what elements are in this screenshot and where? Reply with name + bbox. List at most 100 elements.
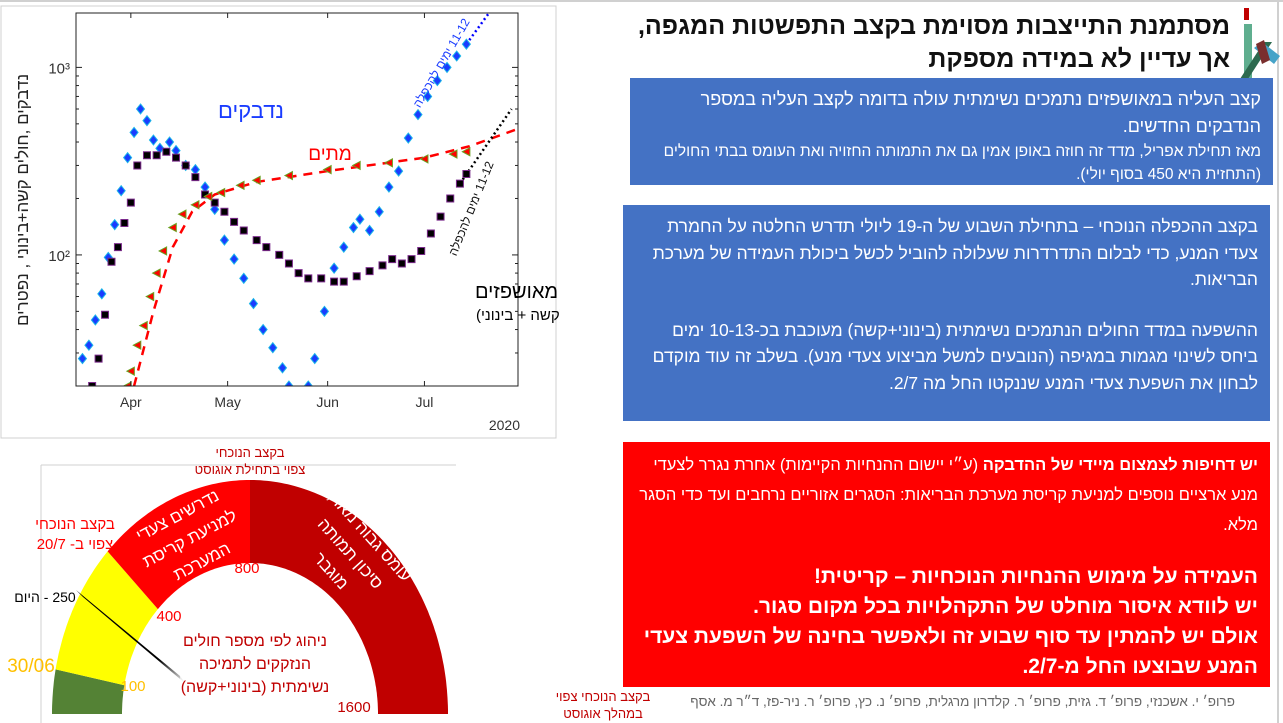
data-point-hospitalized <box>455 179 464 188</box>
data-point-hospitalized <box>220 207 229 216</box>
data-point-hospitalized <box>378 261 387 270</box>
data-point-hospitalized <box>304 274 313 283</box>
series-label-infected: נדבקים <box>218 98 284 123</box>
y-tick-label: 10² <box>48 248 70 265</box>
data-point-infected <box>164 136 175 148</box>
infected-doubling-annotation: 11-12 ימים להכפלה <box>410 16 473 110</box>
box2-para2: ההשפעה במדד החולים הנתמכים נשימתית (בינו… <box>652 319 1258 393</box>
fit-line-0 <box>132 127 518 386</box>
data-point-infected <box>210 203 220 216</box>
data-point-deaths <box>190 199 200 210</box>
data-point-deaths <box>322 164 332 175</box>
data-point-deaths <box>448 149 458 159</box>
authors-footer: פרופ׳ י. אשכנזי, פרופ׳ ד. גזית, פרופ׳ ר.… <box>690 694 1235 709</box>
data-point-infected <box>116 184 126 197</box>
plot-area <box>75 12 519 387</box>
data-point-hospitalized <box>339 277 348 286</box>
data-point-hospitalized <box>262 243 271 252</box>
data-point-infected <box>348 221 359 234</box>
data-point-deaths <box>145 291 155 302</box>
data-point-hospitalized <box>365 267 374 276</box>
data-point-hospitalized <box>417 246 426 255</box>
center-text-line2: הנזקקים לתמיכה <box>198 656 312 673</box>
data-point-hospitalized <box>426 229 435 238</box>
marker-1600-line1: בקצב הנוכחי צפוי <box>555 689 651 704</box>
data-point-deaths <box>132 340 142 351</box>
date-label: 30/06 <box>7 656 55 677</box>
data-point-infected <box>135 103 146 115</box>
series-label-deaths: מתים <box>308 144 352 165</box>
data-point-hospitalized <box>275 250 284 259</box>
data-point-hospitalized <box>230 217 239 226</box>
data-point-hospitalized <box>113 243 122 252</box>
data-point-deaths <box>122 381 132 386</box>
gauge-segment-2 <box>107 480 250 610</box>
data-point-hospitalized <box>152 151 161 160</box>
data-point-hospitalized <box>388 255 397 264</box>
data-point-deaths <box>351 160 361 171</box>
data-point-infected <box>339 241 349 253</box>
chart-frame <box>0 5 557 439</box>
gauge-center-text: ניהוג לפי מספר חולים הנזקקים לתמיכה נשימ… <box>180 630 330 699</box>
needle-today-label: 250 - היום <box>14 589 76 605</box>
tick-800: 800 <box>234 560 260 577</box>
gauge-segment-3 <box>250 480 448 714</box>
data-point-deaths <box>251 175 261 186</box>
tick-1600: 1600 <box>337 699 371 716</box>
data-point-infected <box>329 262 339 274</box>
data-point-hospitalized <box>181 161 190 170</box>
data-point-deaths <box>125 366 135 376</box>
hosp-doubling-annotation: 11-12 ימים להכפלה <box>446 159 497 258</box>
box3-big1: העמידה על מימוש ההנחיות הנוכחיות – קריטי… <box>813 565 1258 588</box>
data-point-infected <box>319 305 330 318</box>
data-point-hospitalized <box>88 382 97 386</box>
data-point-infected <box>229 253 239 265</box>
marker-1600-label: בקצב הנוכחי צפוי במהלך אוגוסט <box>548 688 658 722</box>
data-point-hospitalized <box>462 170 471 179</box>
data-point-infected <box>277 362 288 374</box>
gauge-needle <box>76 590 186 684</box>
data-point-infected <box>423 90 433 103</box>
data-point-hospitalized <box>317 274 326 283</box>
data-point-deaths <box>167 222 177 233</box>
data-point-infected <box>77 352 88 365</box>
data-point-infected <box>461 38 472 50</box>
marker-800-line2: צפוי בתחילת אוגוסט <box>194 462 306 477</box>
data-point-infected <box>442 61 452 74</box>
data-point-deaths <box>203 191 213 202</box>
gauge-segment-1 <box>55 551 158 686</box>
info-box-hospitalization-rate: קצב העליה במאושפזים נתמכים נשימתית עולה … <box>630 78 1273 185</box>
y-axis-label: נדבקים ,חולים קשה+בינוני , נפטרים <box>13 74 32 326</box>
data-point-deaths <box>138 320 148 331</box>
box3-big3: אולם יש להמתין עד סוף שבוע זה ולאפשר בחי… <box>643 625 1258 678</box>
data-point-deaths <box>151 268 161 278</box>
data-point-hospitalized <box>101 310 110 319</box>
marker-400-line1: בקצב הנוכחי <box>35 516 115 533</box>
data-point-infected <box>258 323 268 336</box>
data-point-infected <box>268 341 278 354</box>
data-point-infected <box>374 205 384 218</box>
marker-1600-line2: במהלך אוגוסט <box>563 706 643 721</box>
data-point-hospitalized <box>142 151 151 160</box>
data-point-infected <box>284 380 294 386</box>
data-point-infected <box>364 224 375 237</box>
data-point-infected <box>219 234 230 246</box>
box2-para1: בקצב ההכפלה הנוכחי – בתחילת השבוע של ה-1… <box>652 216 1258 289</box>
y-tick-label: 10³ <box>48 60 70 77</box>
center-text-line1: ניהוג לפי מספר חולים <box>182 633 327 650</box>
gauge-segment-0 <box>52 669 125 714</box>
data-point-hospitalized <box>94 354 103 363</box>
data-point-hospitalized <box>352 272 361 281</box>
marker-800-line1: בקצב הנוכחי <box>215 445 285 460</box>
slide-right-border <box>1277 0 1279 723</box>
year-label: 2020 <box>489 417 520 433</box>
marker-400-label: בקצב הנוכחי צפוי ב- 20/7 <box>30 515 120 555</box>
data-point-infected <box>303 380 313 386</box>
data-point-deaths <box>158 246 168 256</box>
data-point-hospitalized <box>120 218 129 227</box>
marker-800-label: בקצב הנוכחי צפוי בתחילת אוגוסט <box>190 444 310 478</box>
data-point-deaths <box>283 170 293 181</box>
fit-line-1 <box>465 13 490 45</box>
covid-log-chart: Apr May Jun Jul 10² 10³ 2020 נדבקים ,חולים קש… <box>0 5 560 439</box>
data-point-hospitalized <box>162 147 171 156</box>
